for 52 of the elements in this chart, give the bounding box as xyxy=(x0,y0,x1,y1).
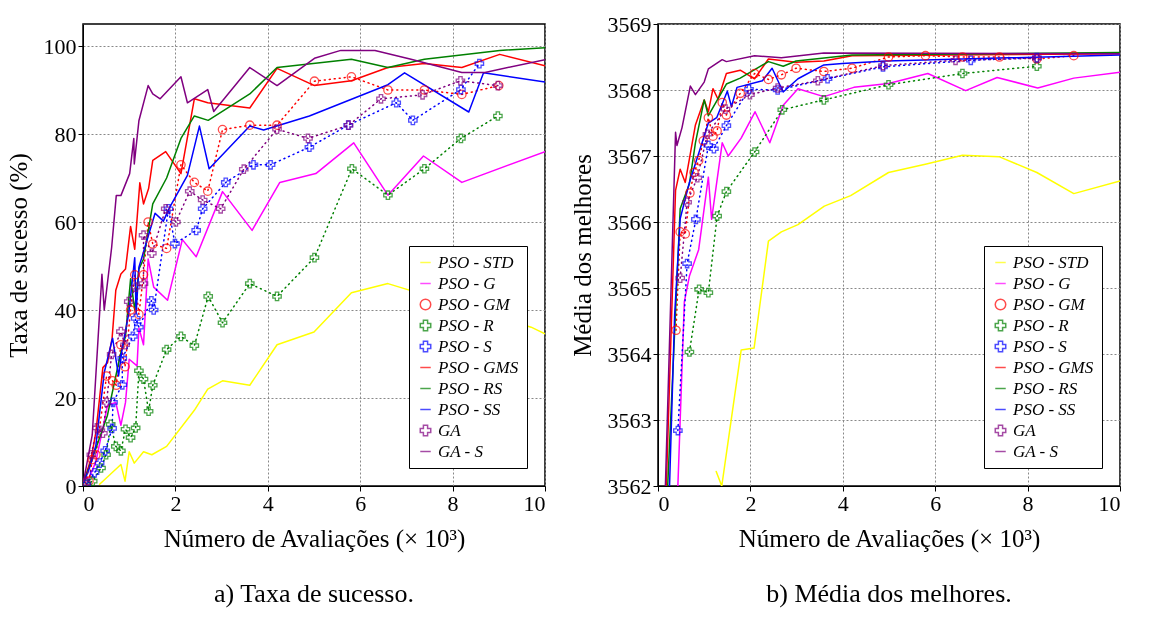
y-tick-label: 3566 xyxy=(607,209,652,235)
legend-label: PSO - R xyxy=(437,315,495,335)
y-axis-title: Média dos melhores xyxy=(568,154,596,357)
text: a) Taxa de sucesso. xyxy=(214,579,414,608)
legend-label: PSO - STD xyxy=(437,252,515,272)
legend-label: PSO - RS xyxy=(1012,378,1078,398)
y-tick-label: 3562 xyxy=(607,473,652,499)
x-tick-label: 10 xyxy=(1098,490,1121,516)
x-tick-label: 10 xyxy=(523,490,546,516)
x-tick-label: 2 xyxy=(745,490,757,516)
x-axis-title: Número de Avaliações (× 10³) xyxy=(163,524,466,553)
x-tick-label: 6 xyxy=(930,490,942,516)
legend-label: PSO - SS xyxy=(1012,399,1076,419)
x-axis-title: Número de Avaliações (× 10³) xyxy=(738,524,1041,553)
legend-label: PSO - GM xyxy=(437,294,511,314)
y-tick-label: 40 xyxy=(54,297,77,323)
legend-label: PSO - S xyxy=(437,336,493,356)
y-tick-label: 3568 xyxy=(607,77,652,103)
y-tick-label: 3563 xyxy=(607,407,652,433)
legend-label: GA xyxy=(438,420,462,440)
legend-label: PSO - G xyxy=(1012,273,1071,293)
x-tick-label: 4 xyxy=(262,490,274,516)
legend-label: PSO - STD xyxy=(1012,252,1090,272)
legend-label: PSO - G xyxy=(437,273,496,293)
y-tick-label: 3567 xyxy=(607,143,652,169)
x-tick-label: 0 xyxy=(658,490,670,516)
x-tick-label: 4 xyxy=(837,490,849,516)
text: b) Média dos melhores. xyxy=(766,579,1012,608)
x-tick-label: 6 xyxy=(355,490,367,516)
y-tick-label: 3569 xyxy=(607,11,652,37)
y-tick-label: 60 xyxy=(54,209,77,235)
x-tick-label: 2 xyxy=(170,490,182,516)
y-tick-label: 3564 xyxy=(607,341,652,367)
y-tick-label: 100 xyxy=(43,33,77,59)
legend-label: GA - S xyxy=(1013,441,1059,461)
y-tick-label: 3565 xyxy=(607,275,652,301)
legend-label: GA xyxy=(1013,420,1037,440)
legend-label: PSO - RS xyxy=(437,378,503,398)
legend-label: PSO - GMS xyxy=(1012,357,1094,377)
y-axis-title: Taxa de sucesso (%) xyxy=(4,153,33,358)
legend-label: PSO - S xyxy=(1012,336,1068,356)
y-tick-label: 80 xyxy=(54,121,77,147)
legend-label: PSO - R xyxy=(1012,315,1070,335)
legend-label: GA - S xyxy=(438,441,484,461)
x-tick-label: 8 xyxy=(1022,490,1034,516)
legend-label: PSO - GM xyxy=(1012,294,1086,314)
x-tick-label: 0 xyxy=(83,490,95,516)
x-tick-label: 8 xyxy=(447,490,459,516)
legend-label: PSO - GMS xyxy=(437,357,519,377)
y-tick-label: 20 xyxy=(54,385,77,411)
y-tick-label: 0 xyxy=(65,473,77,499)
legend-label: PSO - SS xyxy=(437,399,501,419)
